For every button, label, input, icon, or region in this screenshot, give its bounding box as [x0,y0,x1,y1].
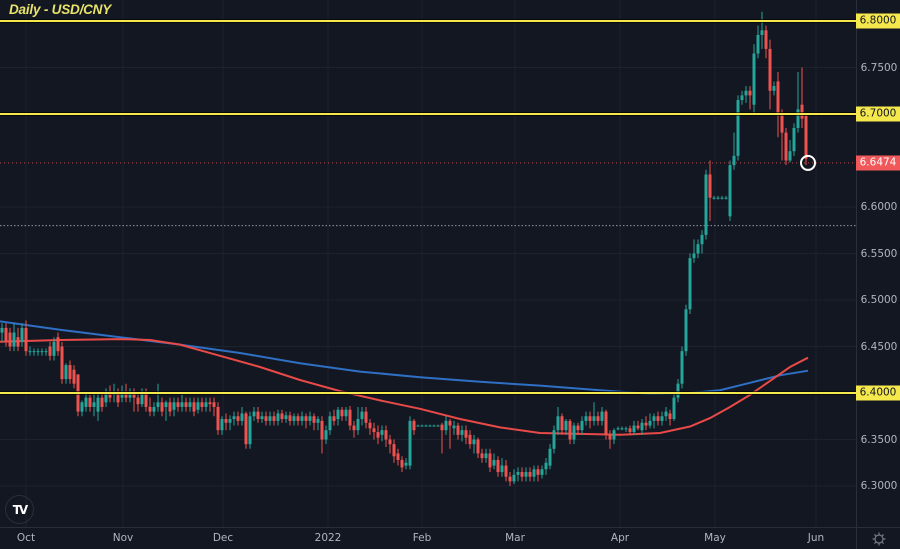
price-tick: 6.5500 [860,247,898,260]
chart-title: Daily - USD/CNY [9,2,112,17]
candlesticks [0,11,808,486]
level-price-label: 6.8000 [856,13,900,29]
grid-lines [0,0,856,527]
ma-red-line [0,338,809,436]
time-tick: May [704,532,726,544]
horizontal-levels[interactable] [0,19,856,395]
time-axis[interactable]: Oct Nov Dec 2022 Feb Mar Apr May Jun [0,527,856,549]
time-tick: Mar [505,532,525,544]
logo-text: TV [12,502,29,517]
price-chart[interactable] [0,0,856,527]
level-price-label: 6.7000 [856,106,900,122]
tradingview-logo[interactable]: TV [5,495,34,524]
price-tick: 6.3000 [860,480,898,492]
time-tick: 2022 [314,532,342,544]
moving-averages [0,320,809,436]
price-tick: 6.7500 [860,61,898,74]
settings-button[interactable] [856,527,900,549]
gear-icon [872,532,886,545]
level-price-label: 6.4000 [856,385,900,401]
last-price-marker [800,154,816,171]
time-tick: Oct [16,532,36,544]
price-tick: 6.4500 [860,340,898,353]
price-tick: 6.3500 [860,433,898,446]
last-price-label: 6.6474 [856,155,900,171]
price-axis[interactable]: 6.7500 6.6000 6.5500 6.5000 6.4500 6.3500 6.30… [856,0,900,527]
time-tick: Nov [112,532,134,544]
time-tick: Dec [212,532,234,544]
circle-annotation [800,154,816,171]
time-tick: Feb [412,532,432,544]
price-tick: 6.5000 [860,294,898,306]
time-tick: Jun [807,532,825,544]
time-tick: Apr [610,532,630,544]
price-tick: 6.6000 [860,201,898,213]
